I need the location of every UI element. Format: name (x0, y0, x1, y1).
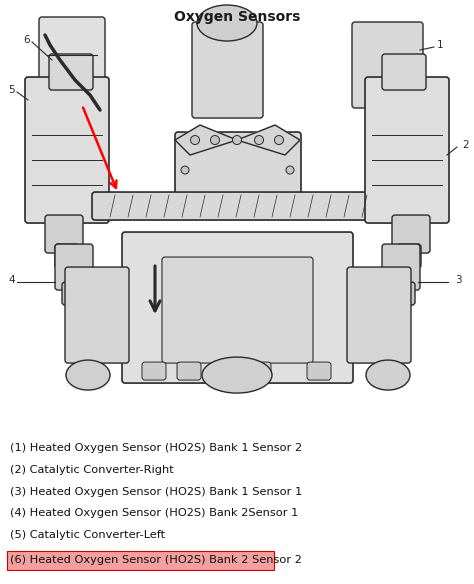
FancyBboxPatch shape (382, 54, 426, 90)
FancyBboxPatch shape (122, 232, 353, 383)
FancyBboxPatch shape (389, 282, 415, 305)
Circle shape (191, 135, 200, 144)
FancyBboxPatch shape (49, 54, 93, 90)
FancyBboxPatch shape (175, 132, 301, 198)
FancyBboxPatch shape (62, 282, 88, 305)
Ellipse shape (197, 5, 257, 41)
Text: 5: 5 (9, 85, 15, 95)
Polygon shape (175, 125, 300, 155)
FancyBboxPatch shape (55, 244, 93, 290)
FancyBboxPatch shape (25, 77, 109, 223)
FancyBboxPatch shape (92, 192, 383, 220)
FancyBboxPatch shape (392, 215, 430, 253)
Circle shape (255, 135, 264, 144)
FancyBboxPatch shape (7, 551, 274, 570)
FancyBboxPatch shape (55, 244, 79, 268)
FancyBboxPatch shape (65, 267, 129, 363)
Circle shape (181, 166, 189, 174)
Ellipse shape (366, 360, 410, 390)
Circle shape (286, 166, 294, 174)
Ellipse shape (202, 357, 272, 393)
FancyBboxPatch shape (247, 362, 271, 380)
Text: 3: 3 (456, 275, 462, 285)
Text: 1: 1 (437, 40, 444, 50)
Ellipse shape (66, 360, 110, 390)
FancyBboxPatch shape (52, 97, 96, 128)
Text: (4) Heated Oxygen Sensor (HO2S) Bank 2Sensor 1: (4) Heated Oxygen Sensor (HO2S) Bank 2Se… (9, 508, 298, 519)
FancyBboxPatch shape (192, 22, 263, 118)
Circle shape (210, 135, 219, 144)
Text: 6: 6 (24, 35, 30, 45)
FancyBboxPatch shape (352, 22, 423, 108)
Text: 4: 4 (9, 275, 15, 285)
Text: 2: 2 (462, 140, 469, 150)
Text: (6) Heated Oxygen Sensor (HO2S) Bank 2 Sensor 2: (6) Heated Oxygen Sensor (HO2S) Bank 2 S… (9, 555, 301, 565)
Circle shape (274, 135, 283, 144)
FancyBboxPatch shape (307, 362, 331, 380)
FancyBboxPatch shape (45, 215, 83, 253)
FancyBboxPatch shape (142, 362, 166, 380)
FancyBboxPatch shape (347, 267, 411, 363)
FancyBboxPatch shape (397, 244, 421, 268)
Text: (3) Heated Oxygen Sensor (HO2S) Bank 1 Sensor 1: (3) Heated Oxygen Sensor (HO2S) Bank 1 S… (9, 487, 302, 497)
FancyBboxPatch shape (162, 257, 313, 363)
FancyBboxPatch shape (365, 77, 449, 223)
Text: (2) Catalytic Converter-Right: (2) Catalytic Converter-Right (9, 465, 173, 475)
Text: Oxygen Sensors: Oxygen Sensors (174, 10, 300, 24)
FancyBboxPatch shape (177, 362, 201, 380)
Circle shape (233, 135, 241, 144)
FancyBboxPatch shape (39, 17, 105, 108)
Text: (1) Heated Oxygen Sensor (HO2S) Bank 1 Sensor 2: (1) Heated Oxygen Sensor (HO2S) Bank 1 S… (9, 443, 302, 453)
Text: (5) Catalytic Converter-Left: (5) Catalytic Converter-Left (9, 530, 165, 540)
FancyBboxPatch shape (382, 244, 420, 290)
